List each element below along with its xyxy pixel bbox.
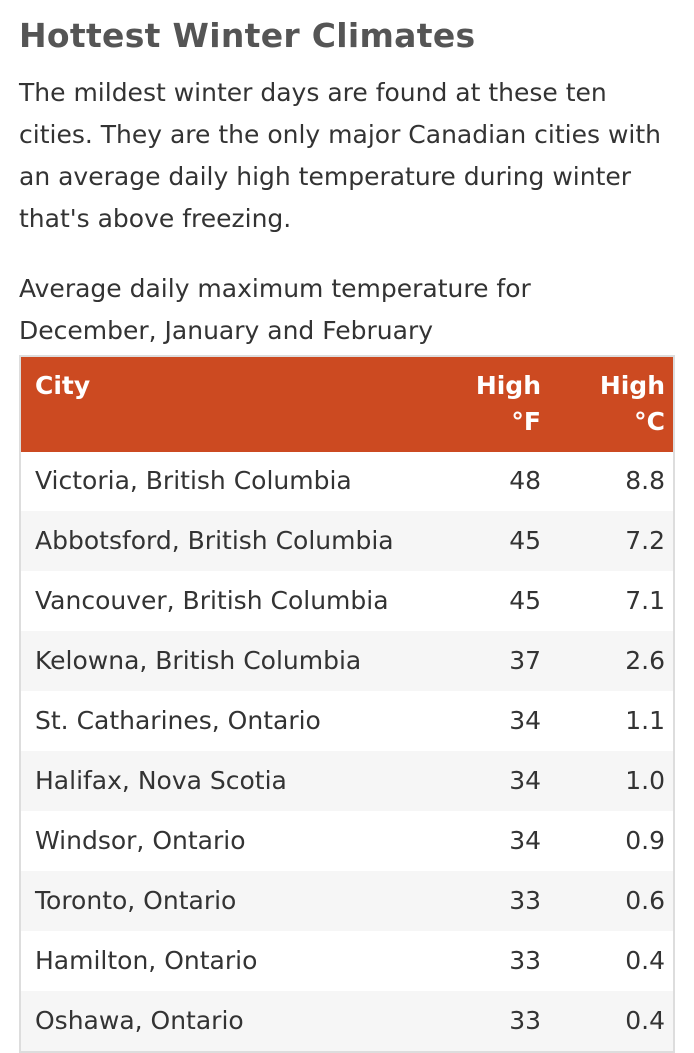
high-f-cell: 45 — [432, 571, 551, 631]
high-c-cell: 0.9 — [551, 811, 674, 871]
city-cell: Toronto, Ontario — [20, 871, 432, 931]
intro-paragraph: The mildest winter days are found at the… — [19, 78, 661, 233]
high-c-cell: 1.1 — [551, 691, 674, 751]
high-c-cell: 7.1 — [551, 571, 674, 631]
high-f-cell: 45 — [432, 511, 551, 571]
city-cell: Hamilton, Ontario — [20, 931, 432, 991]
temperature-table: City High °F High °C Victoria, British C… — [19, 355, 675, 1053]
table-row: Victoria, British Columbia 48 8.8 — [20, 452, 674, 511]
city-cell: St. Catharines, Ontario — [20, 691, 432, 751]
high-c-cell: 2.6 — [551, 631, 674, 691]
table-caption: Average daily maximum temperature for De… — [19, 274, 531, 345]
high-c-cell: 7.2 — [551, 511, 674, 571]
table-row: Toronto, Ontario 33 0.6 — [20, 871, 674, 931]
city-cell: Kelowna, British Columbia — [20, 631, 432, 691]
high-c-cell: 1.0 — [551, 751, 674, 811]
high-c-cell: 0.6 — [551, 871, 674, 931]
high-c-cell: 8.8 — [551, 452, 674, 511]
city-cell: Abbotsford, British Columbia — [20, 511, 432, 571]
column-header-city: City — [20, 356, 432, 452]
column-header-high-c: High °C — [551, 356, 674, 452]
high-f-cell: 33 — [432, 871, 551, 931]
table-header-row: City High °F High °C — [20, 356, 674, 452]
table-row: Vancouver, British Columbia 45 7.1 — [20, 571, 674, 631]
city-cell: Halifax, Nova Scotia — [20, 751, 432, 811]
table-row: Windsor, Ontario 34 0.9 — [20, 811, 674, 871]
table-row: Halifax, Nova Scotia 34 1.0 — [20, 751, 674, 811]
high-f-cell: 34 — [432, 811, 551, 871]
city-cell: Vancouver, British Columbia — [20, 571, 432, 631]
city-cell: Windsor, Ontario — [20, 811, 432, 871]
high-f-cell: 33 — [432, 991, 551, 1052]
high-f-cell: 34 — [432, 751, 551, 811]
table-row: Hamilton, Ontario 33 0.4 — [20, 931, 674, 991]
high-f-cell: 37 — [432, 631, 551, 691]
city-cell: Oshawa, Ontario — [20, 991, 432, 1052]
high-f-cell: 34 — [432, 691, 551, 751]
table-row: St. Catharines, Ontario 34 1.1 — [20, 691, 674, 751]
high-f-cell: 33 — [432, 931, 551, 991]
column-header-high-f: High °F — [432, 356, 551, 452]
section-heading: Hottest Winter Climates — [19, 16, 476, 55]
table-row: Oshawa, Ontario 33 0.4 — [20, 991, 674, 1052]
high-c-cell: 0.4 — [551, 931, 674, 991]
table-row: Kelowna, British Columbia 37 2.6 — [20, 631, 674, 691]
high-f-cell: 48 — [432, 452, 551, 511]
city-cell: Victoria, British Columbia — [20, 452, 432, 511]
table-row: Abbotsford, British Columbia 45 7.2 — [20, 511, 674, 571]
high-c-cell: 0.4 — [551, 991, 674, 1052]
